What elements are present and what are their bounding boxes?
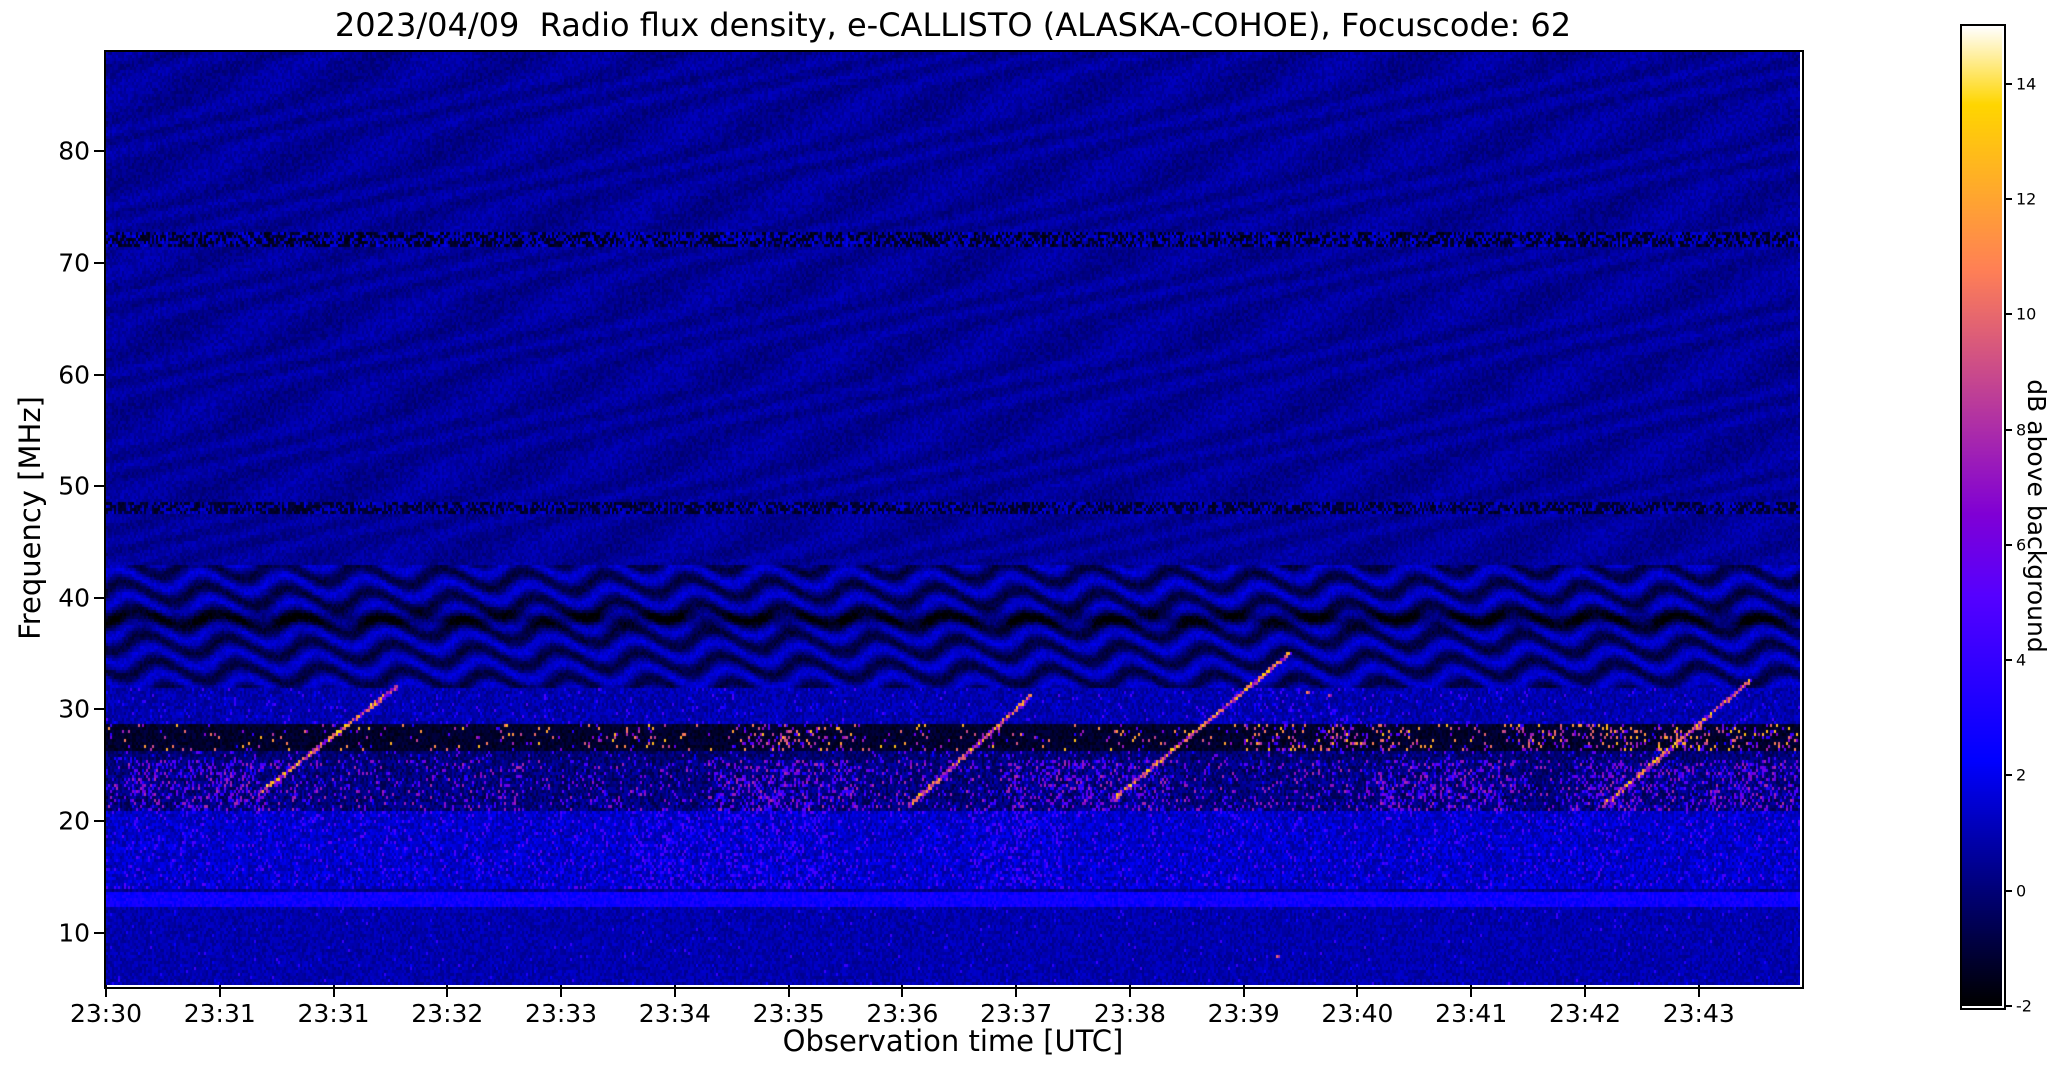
x-tick-label: 23:30 (69, 999, 143, 1028)
colorbar-tick-mark (2004, 428, 2012, 431)
x-tick-mark (787, 985, 790, 997)
y-tick-mark (94, 708, 106, 711)
y-tick-mark (94, 485, 106, 488)
y-tick-label: 30 (58, 694, 90, 724)
y-tick-label: 20 (58, 806, 90, 836)
colorbar-label: dB above background (2022, 379, 2047, 653)
x-tick-mark (1242, 985, 1245, 997)
x-tick-label: 23:43 (1662, 999, 1735, 1028)
x-tick-label: 23:33 (525, 999, 598, 1028)
colorbar-tick-label: 4 (2016, 650, 2027, 670)
colorbar-tick-label: 2 (2016, 765, 2027, 785)
x-tick-mark (673, 985, 676, 997)
x-tick-label: 23:31 (183, 999, 256, 1028)
x-tick-label: 23:40 (1321, 999, 1394, 1028)
y-tick-mark (94, 373, 106, 376)
x-tick-mark (1128, 985, 1131, 997)
colorbar-tick-mark (2004, 82, 2012, 85)
colorbar-tick-label: 10 (2016, 304, 2037, 324)
x-tick-label: 23:41 (1435, 999, 1508, 1028)
x-tick-mark (332, 985, 335, 997)
colorbar-tick-mark (2004, 889, 2012, 892)
x-tick-label: 23:39 (1207, 999, 1280, 1028)
colorbar-tick-mark (2004, 1005, 2012, 1007)
colorbar-tick-mark (2004, 543, 2012, 546)
x-tick-mark (1583, 985, 1586, 997)
spectrogram-plot (106, 52, 1800, 985)
x-tick-label: 23:42 (1548, 999, 1621, 1028)
y-tick-label: 60 (58, 360, 90, 390)
colorbar-tick-mark (2004, 774, 2012, 777)
x-tick-mark (1356, 985, 1359, 997)
colorbar-tick-label: 12 (2016, 189, 2037, 209)
colorbar-tick-label: 0 (2016, 881, 2027, 901)
colorbar-tick-label: 8 (2016, 420, 2027, 440)
y-tick-mark (94, 596, 106, 599)
x-tick-mark (446, 985, 449, 997)
x-tick-label: 23:35 (752, 999, 825, 1028)
x-tick-label: 23:31 (297, 999, 370, 1028)
colorbar-tick-label: 14 (2016, 74, 2037, 94)
y-tick-label: 70 (58, 248, 90, 278)
y-tick-mark (94, 261, 106, 264)
chart-title: 2023/04/09 Radio flux density, e-CALLIST… (334, 6, 1572, 44)
x-tick-label: 23:38 (1093, 999, 1166, 1028)
x-tick-label: 23:37 (980, 999, 1053, 1028)
y-tick-label: 50 (58, 471, 90, 501)
x-tick-mark (560, 985, 563, 997)
x-tick-mark (1470, 985, 1473, 997)
y-tick-mark (94, 150, 106, 153)
x-tick-mark (105, 985, 107, 997)
y-tick-mark (94, 931, 106, 934)
x-tick-mark (218, 985, 221, 997)
x-tick-mark (901, 985, 904, 997)
colorbar-gradient (1962, 26, 2002, 1006)
y-tick-label: 80 (58, 136, 90, 166)
colorbar-tick-mark (2004, 313, 2012, 316)
colorbar-tick-mark (2004, 197, 2012, 200)
colorbar-tick-label: -2 (2016, 996, 2032, 1016)
y-tick-label: 10 (58, 918, 90, 948)
y-tick-label: 40 (58, 583, 90, 613)
x-tick-label: 23:32 (411, 999, 484, 1028)
y-tick-mark (94, 819, 106, 822)
x-axis-label: Observation time [UTC] (782, 1024, 1124, 1058)
x-tick-label: 23:34 (638, 999, 711, 1028)
x-tick-mark (1015, 985, 1018, 997)
colorbar-tick-label: 6 (2016, 535, 2027, 555)
x-tick-mark (1697, 985, 1700, 997)
y-axis-label: Frequency [MHz] (13, 396, 47, 640)
colorbar-tick-mark (2004, 659, 2012, 662)
x-tick-label: 23:36 (866, 999, 939, 1028)
